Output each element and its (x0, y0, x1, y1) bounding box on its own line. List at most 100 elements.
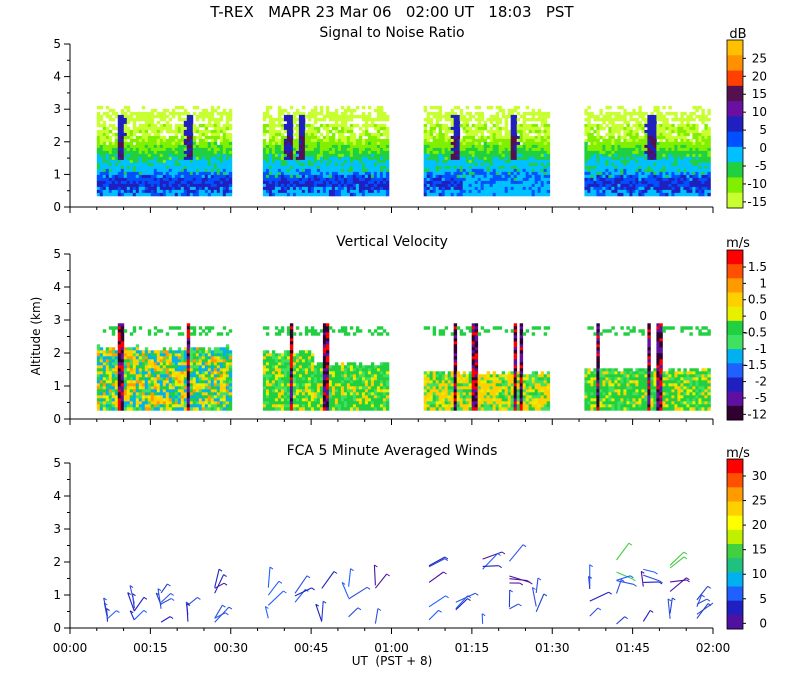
snr-cell (210, 174, 215, 179)
snr-cell (587, 171, 591, 176)
vv-cell (108, 359, 113, 363)
snr-cell (707, 144, 711, 149)
snr-cell (129, 114, 134, 119)
snr-cell (605, 174, 609, 179)
vv-cell (120, 386, 125, 390)
vv-cell (135, 365, 140, 369)
snr-cell (638, 126, 642, 131)
snr-cell (674, 135, 678, 140)
snr-cell (465, 126, 470, 131)
snr-cell (614, 186, 618, 191)
snr-cell (295, 144, 300, 149)
snr-cell (180, 168, 185, 173)
snr-cell (447, 156, 452, 161)
snr-cell (534, 165, 539, 170)
snr-cell (165, 144, 170, 149)
snr-cell (674, 129, 678, 134)
snr-cell (379, 183, 384, 188)
snr-cell (346, 114, 351, 119)
snr-cell (477, 153, 482, 158)
snr-cell (584, 129, 588, 134)
snr-cell (450, 144, 455, 149)
snr-cell (147, 132, 152, 137)
snr-cell (219, 159, 224, 164)
snr-cell (180, 117, 185, 122)
snr-cell (438, 165, 443, 170)
snr-cell (310, 144, 315, 149)
vv-cell (114, 386, 119, 390)
snr-cell (213, 150, 218, 155)
snr-cell (352, 138, 357, 143)
vv-cell (111, 407, 116, 411)
snr-cell (180, 177, 185, 182)
snr-cell (295, 159, 300, 164)
snr-cell (186, 147, 191, 152)
snr-cell (268, 162, 273, 167)
snr-cell (704, 165, 708, 170)
snr-cell (480, 150, 485, 155)
snr-cell (638, 192, 642, 197)
snr-cell (280, 147, 285, 152)
snr-cell (379, 132, 384, 137)
snr-y-tick-label: 3 (53, 102, 61, 116)
snr-cell (596, 117, 600, 122)
snr-cell (701, 171, 705, 176)
snr-cell (352, 171, 357, 176)
snr-cell (298, 114, 303, 119)
vv-cell (126, 383, 131, 387)
snr-cell (370, 135, 375, 140)
vv-cell (120, 368, 125, 372)
snr-cell (534, 129, 539, 134)
snr-cell (644, 180, 648, 185)
snr-colorbar-swatch (727, 70, 743, 87)
snr-cell (528, 141, 533, 146)
snr-cell (462, 159, 467, 164)
snr-cell (262, 177, 267, 182)
snr-cell (489, 114, 494, 119)
snr-cell (489, 165, 494, 170)
snr-cell (186, 135, 191, 140)
snr-cell (277, 153, 282, 158)
snr-cell (665, 192, 669, 197)
snr-cell (638, 189, 642, 194)
snr-cell (352, 144, 357, 149)
snr-cell (459, 108, 464, 113)
snr-cell (641, 147, 645, 152)
snr-cell (644, 162, 648, 167)
snr-cell (644, 144, 648, 149)
snr-cell (319, 162, 324, 167)
snr-cell (653, 108, 657, 113)
snr-cell (504, 159, 509, 164)
snr-cell (129, 141, 134, 146)
snr-cell (102, 186, 107, 191)
vv-cell (150, 368, 155, 372)
snr-cell (204, 186, 209, 191)
vv-cell (135, 347, 140, 351)
snr-cell (477, 144, 482, 149)
snr-cell (650, 129, 654, 134)
snr-cell (277, 168, 282, 173)
snr-cell (117, 132, 122, 137)
snr-cell (471, 132, 476, 137)
vv-cell (138, 350, 143, 354)
vv-cell (114, 374, 119, 378)
snr-cell (465, 153, 470, 158)
snr-cell (531, 135, 536, 140)
snr-cell (385, 132, 390, 137)
snr-cell (519, 153, 524, 158)
vv-cell (138, 359, 143, 363)
snr-cell (492, 180, 497, 185)
snr-cell (117, 126, 122, 131)
snr-cell (477, 147, 482, 152)
snr-cell (534, 171, 539, 176)
snr-cell (265, 177, 270, 182)
vv-cell (108, 398, 113, 402)
snr-cell (546, 183, 551, 188)
snr-cell (343, 174, 348, 179)
snr-cell (355, 138, 360, 143)
snr-cell (698, 105, 702, 110)
vv-cell (147, 356, 152, 360)
snr-cell (213, 135, 218, 140)
snr-cell (474, 192, 479, 197)
snr-cell (117, 150, 122, 155)
